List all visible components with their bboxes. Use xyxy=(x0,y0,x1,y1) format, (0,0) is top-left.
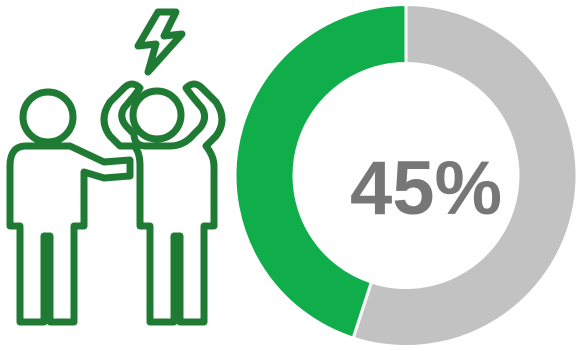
donut-slice-remainder xyxy=(351,2,579,348)
donut-chart: 45% xyxy=(233,2,579,348)
donut-slice-highlighted xyxy=(233,2,408,341)
stressed-person-body xyxy=(100,80,226,326)
stressed-person-head xyxy=(129,87,185,143)
donut-slices xyxy=(233,2,579,348)
donut-center-label: 45% xyxy=(350,146,502,231)
companion-body xyxy=(6,142,134,326)
stressed-people-illustration-icon xyxy=(6,8,226,326)
lightning-bolt-icon xyxy=(134,8,186,76)
companion-head xyxy=(19,88,77,146)
